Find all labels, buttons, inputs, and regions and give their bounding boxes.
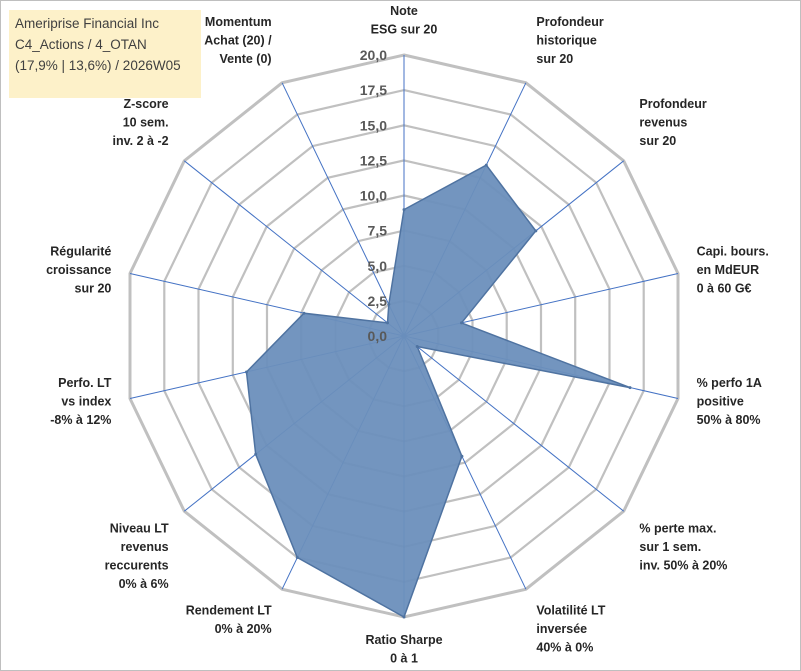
category-label-1: Profondeur historique sur 20 (536, 15, 603, 66)
category-label-6-line-2: 40% à 0% (536, 641, 593, 655)
category-label-2-line-0: Profondeur (639, 97, 706, 111)
category-label-6-line-1: inversée (536, 622, 587, 636)
tick-label-5: 12,5 (360, 152, 387, 168)
category-label-6: Volatilité LT inversée 40% à 0% (536, 604, 605, 655)
tick-label-0: 0,0 (368, 328, 388, 344)
tick-label-6: 15,0 (360, 117, 387, 133)
category-label-9-line-0: Niveau LT (110, 522, 169, 536)
data-point-5 (415, 345, 419, 348)
category-label-1-line-1: historique (536, 33, 596, 47)
category-label-12-line-1: 10 sem. (123, 115, 169, 129)
tick-label-1: 2,5 (368, 293, 388, 309)
tick-label-2: 5,0 (368, 258, 388, 274)
category-label-5-line-2: inv. 50% à 20% (639, 559, 727, 573)
category-label-11-line-2: sur 20 (75, 281, 112, 295)
category-label-8: Rendement LT 0% à 20% (186, 604, 272, 637)
data-point-6 (460, 454, 464, 458)
series-area-0 (245, 164, 631, 619)
data-point-0 (402, 208, 406, 212)
category-label-11-line-1: croissance (46, 263, 111, 277)
category-label-9-line-3: 0% à 6% (119, 577, 169, 591)
category-label-3: Capi. bours. en MdEUR 0 à 60 G€ (697, 244, 769, 295)
title-line-1: Ameriprise Financial Inc (15, 16, 160, 31)
title-line-2: C4_Actions / 4_OTAN (15, 37, 147, 52)
category-label-1-line-0: Profondeur (536, 15, 603, 29)
data-point-3 (460, 321, 463, 325)
category-label-10-line-2: -8% à 12% (50, 413, 111, 427)
category-labels: Note ESG sur 20 Profondeur historique sur 20… (46, 4, 769, 666)
tick-label-7: 17,5 (360, 82, 387, 98)
category-label-10: Perfo. LT vs index -8% à 12% (50, 376, 112, 427)
category-label-8-line-0: Rendement LT (186, 604, 272, 618)
category-label-5-line-1: sur 1 sem. (639, 540, 701, 554)
category-label-4-line-0: % perfo 1A (697, 376, 762, 390)
category-label-3-line-1: en MdEUR (697, 263, 760, 277)
category-label-0-line-0: Note (390, 4, 418, 18)
category-label-11: Régularité croissance sur 20 (46, 244, 111, 295)
category-label-5: % perte max. sur 1 sem. inv. 50% à 20% (639, 522, 727, 573)
category-label-8-line-1: 0% à 20% (215, 622, 272, 636)
category-label-5-line-0: % perte max. (639, 522, 716, 536)
data-point-8 (295, 556, 299, 559)
category-label-7-line-0: Ratio Sharpe (365, 633, 442, 647)
spoke-12 (183, 160, 405, 337)
category-label-13-line-2: Vente (0) (219, 52, 271, 66)
data-point-4 (628, 386, 632, 390)
category-label-2-line-1: revenus (639, 115, 687, 129)
series-layer (245, 163, 632, 619)
category-label-1-line-2: sur 20 (536, 52, 573, 66)
category-label-11-line-0: Régularité (50, 244, 111, 258)
spoke-5 (403, 335, 625, 512)
spoke-13 (281, 82, 405, 337)
category-label-4-line-1: positive (697, 395, 744, 409)
category-label-0-line-1: ESG sur 20 (371, 23, 438, 37)
category-label-6-line-0: Volatilité LT (536, 604, 605, 618)
category-label-9-line-1: revenus (121, 540, 169, 554)
radial-tick-labels: 0,0 2,5 5,0 7,5 10,0 12,5 15,0 17,5 20,0 (360, 47, 387, 344)
data-point-13 (387, 302, 391, 306)
data-point-11 (302, 311, 306, 315)
category-label-13: Momentum Achat (20) / Vente (0) (204, 15, 272, 66)
data-point-9 (254, 452, 258, 456)
category-label-10-line-1: vs index (61, 395, 111, 409)
category-label-10-line-0: Perfo. LT (58, 376, 112, 390)
category-label-0: Note ESG sur 20 (371, 4, 438, 37)
data-point-7 (402, 615, 406, 619)
tick-label-4: 10,0 (360, 188, 387, 204)
category-label-7: Ratio Sharpe 0 à 1 (365, 633, 442, 666)
category-label-9: Niveau LT revenus reccurents 0% à 6% (105, 522, 169, 592)
category-label-3-line-0: Capi. bours. (697, 244, 769, 258)
data-point-1 (484, 163, 488, 167)
tick-label-8: 20,0 (360, 47, 387, 63)
category-label-7-line-1: 0 à 1 (390, 652, 418, 666)
category-label-12: Z-score 10 sem. inv. 2 à -2 (113, 97, 169, 148)
category-label-13-line-0: Momentum (205, 15, 272, 29)
data-point-10 (245, 370, 248, 374)
category-label-4-line-2: 50% à 80% (697, 413, 761, 427)
category-label-2: Profondeur revenus sur 20 (639, 97, 706, 148)
category-label-13-line-1: Achat (20) / (204, 33, 272, 47)
data-point-2 (534, 229, 538, 233)
category-label-12-line-2: inv. 2 à -2 (113, 134, 169, 148)
data-point-12 (386, 321, 389, 325)
tick-label-3: 7,5 (368, 223, 388, 239)
category-label-2-line-2: sur 20 (639, 134, 676, 148)
category-label-3-line-2: 0 à 60 G€ (697, 281, 752, 295)
category-label-9-line-2: reccurents (105, 559, 169, 573)
category-label-12-line-0: Z-score (123, 97, 168, 111)
category-label-4: % perfo 1A positive 50% à 80% (697, 376, 762, 427)
title-line-3: (17,9% | 13,6%) / 2026W05 (15, 58, 181, 73)
chart-title-box: Ameriprise Financial Inc C4_Actions / 4_… (9, 10, 201, 98)
